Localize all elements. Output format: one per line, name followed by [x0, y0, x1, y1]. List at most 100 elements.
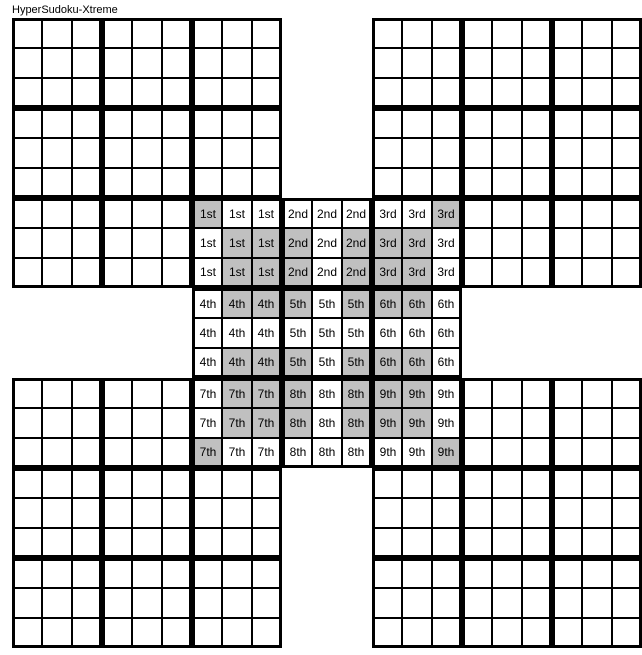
sudoku-cell: [222, 108, 252, 138]
sudoku-cell: [492, 408, 522, 438]
sudoku-cell: 5th: [282, 288, 312, 318]
sudoku-cell: [72, 558, 102, 588]
sudoku-cell: [222, 78, 252, 108]
sudoku-cell: [162, 228, 192, 258]
sudoku-cell: [582, 48, 612, 78]
sudoku-cell: [222, 18, 252, 48]
sudoku-cell: [522, 108, 552, 138]
sudoku-cell: [522, 168, 552, 198]
sudoku-cell: [522, 468, 552, 498]
sudoku-cell: [612, 438, 642, 468]
sudoku-cell: 7th: [222, 378, 252, 408]
sudoku-cell: [12, 258, 42, 288]
sudoku-cell: [402, 168, 432, 198]
sudoku-cell: [462, 438, 492, 468]
sudoku-cell: [72, 438, 102, 468]
sudoku-cell: [552, 18, 582, 48]
sudoku-cell: 1st: [222, 198, 252, 228]
sudoku-cell: [132, 588, 162, 618]
sudoku-cell: [102, 138, 132, 168]
sudoku-cell: [522, 378, 552, 408]
sudoku-cell: [42, 498, 72, 528]
sudoku-cell: [432, 78, 462, 108]
sudoku-cell: 2nd: [342, 198, 372, 228]
sudoku-cell: 4th: [252, 288, 282, 318]
sudoku-cell: [12, 408, 42, 438]
sudoku-cell: [12, 378, 42, 408]
sudoku-cell: [552, 408, 582, 438]
sudoku-cell: [162, 558, 192, 588]
sudoku-cell: [552, 438, 582, 468]
sudoku-cell: [462, 618, 492, 648]
sudoku-cell: 2nd: [312, 198, 342, 228]
sudoku-cell: [372, 138, 402, 168]
sudoku-cell: [372, 588, 402, 618]
sudoku-cell: [162, 138, 192, 168]
sudoku-cell: [492, 438, 522, 468]
sudoku-cell: [132, 498, 162, 528]
sudoku-cell: 3rd: [372, 228, 402, 258]
sudoku-cell: [432, 558, 462, 588]
sudoku-cell: [432, 138, 462, 168]
sudoku-cell: [522, 78, 552, 108]
sudoku-cell: [12, 138, 42, 168]
sudoku-cell: [12, 48, 42, 78]
sudoku-cell: [42, 378, 72, 408]
sudoku-cell: [162, 468, 192, 498]
sudoku-cell: [462, 468, 492, 498]
sudoku-cell: [72, 198, 102, 228]
sudoku-cell: [432, 108, 462, 138]
sudoku-cell: [612, 528, 642, 558]
sudoku-cell: [402, 618, 432, 648]
sudoku-cell: 8th: [342, 378, 372, 408]
sudoku-cell: [552, 168, 582, 198]
sudoku-cell: [42, 18, 72, 48]
sudoku-cell: [492, 198, 522, 228]
sudoku-cell: [402, 468, 432, 498]
sudoku-cell: [612, 78, 642, 108]
sudoku-cell: [162, 18, 192, 48]
sudoku-cell: 1st: [252, 198, 282, 228]
sudoku-cell: [222, 588, 252, 618]
sudoku-cell: [162, 408, 192, 438]
sudoku-cell: 3rd: [402, 228, 432, 258]
sudoku-cell: [462, 528, 492, 558]
sudoku-cell: [222, 168, 252, 198]
sudoku-cell: 3rd: [372, 258, 402, 288]
sudoku-cell: [462, 588, 492, 618]
sudoku-cell: 7th: [222, 438, 252, 468]
sudoku-cell: 8th: [282, 408, 312, 438]
sudoku-cell: [252, 108, 282, 138]
sudoku-cell: [222, 48, 252, 78]
sudoku-cell: [12, 558, 42, 588]
sudoku-cell: [372, 498, 402, 528]
sudoku-cell: [492, 168, 522, 198]
sudoku-cell: [402, 558, 432, 588]
sudoku-cell: [492, 618, 522, 648]
sudoku-cell: [72, 468, 102, 498]
sudoku-cell: [42, 228, 72, 258]
sudoku-cell: [252, 618, 282, 648]
sudoku-cell: [12, 468, 42, 498]
sudoku-cell: [72, 258, 102, 288]
sudoku-cell: [102, 48, 132, 78]
sudoku-cell: [102, 528, 132, 558]
sudoku-cell: [462, 258, 492, 288]
sudoku-cell: 8th: [342, 408, 372, 438]
sudoku-cell: 4th: [252, 348, 282, 378]
sudoku-cell: [102, 108, 132, 138]
sudoku-cell: 3rd: [402, 258, 432, 288]
sudoku-cell: [162, 48, 192, 78]
sudoku-cell: [462, 48, 492, 78]
sudoku-cell: [42, 528, 72, 558]
sudoku-cell: [522, 408, 552, 438]
sudoku-cell: [222, 558, 252, 588]
sudoku-cell: [522, 618, 552, 648]
sudoku-cell: [492, 78, 522, 108]
sudoku-cell: [582, 468, 612, 498]
sudoku-cell: [72, 408, 102, 438]
sudoku-cell: [192, 588, 222, 618]
sudoku-cell: 6th: [372, 348, 402, 378]
sudoku-cell: [12, 438, 42, 468]
sudoku-cell: [462, 198, 492, 228]
